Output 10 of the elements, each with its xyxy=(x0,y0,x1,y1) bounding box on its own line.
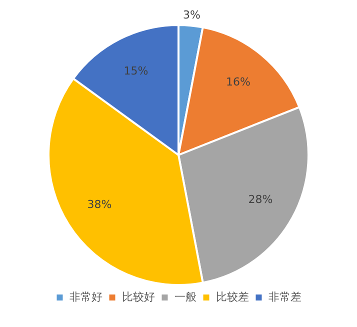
data-label: 15% xyxy=(124,64,148,78)
legend-label: 一般 xyxy=(174,290,196,304)
legend-label: 非常差 xyxy=(268,290,302,304)
data-label: 16% xyxy=(226,76,250,89)
data-label: 28% xyxy=(248,192,273,206)
data-label: 38% xyxy=(87,198,112,212)
legend-label: 比较好 xyxy=(122,290,155,304)
data-label: 3% xyxy=(182,8,200,22)
legend-label: 比较差 xyxy=(216,290,249,304)
legend-label: 非常好 xyxy=(69,290,102,304)
